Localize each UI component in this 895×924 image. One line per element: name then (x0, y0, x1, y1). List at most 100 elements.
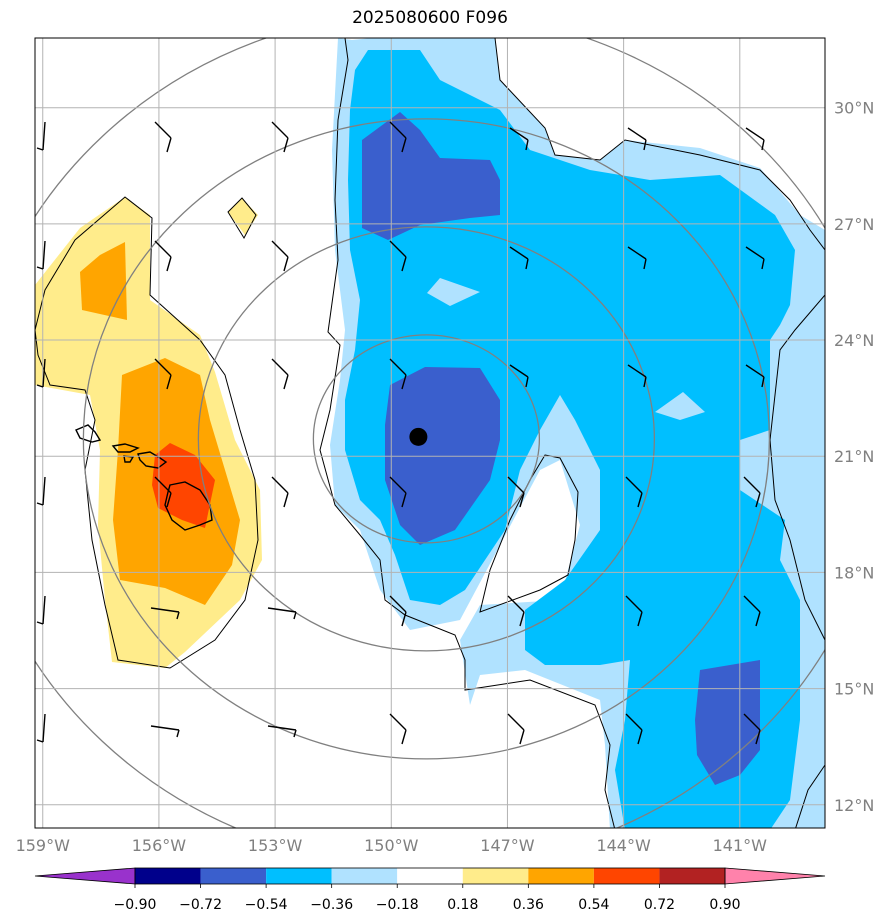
contour-fill-layer (35, 38, 825, 828)
map-title: 2025080600 F096 (352, 8, 508, 28)
wind-barb (36, 595, 46, 625)
island-oahu (111, 443, 140, 453)
outline-contour (479, 454, 579, 613)
wind-barb (154, 476, 172, 508)
outline-contour (35, 196, 259, 669)
latitude-tick-label: 27°N (834, 215, 874, 234)
range-ring (82, 118, 771, 760)
contour-region-light-blue-patch (427, 278, 480, 306)
wind-barb (267, 725, 297, 738)
colorbar-tick-label: −0.36 (310, 897, 353, 913)
wind-barb (389, 358, 407, 390)
wind-barb (745, 127, 765, 151)
colorbar-outline (134, 867, 726, 885)
latitude-tick-label: 24°N (834, 331, 874, 350)
outline-contour (227, 197, 257, 240)
colorbar-extend-min (34, 867, 136, 885)
wind-barb (627, 127, 647, 151)
wind-barb (36, 121, 46, 151)
island-big-island (164, 481, 213, 531)
wind-barb (271, 358, 289, 390)
colorbar-bin (200, 868, 267, 884)
colorbar-bin (331, 868, 398, 884)
longitude-tick-label: 159°W (16, 836, 71, 855)
wind-barb (389, 595, 407, 627)
longitude-tick-label: 147°W (480, 836, 535, 855)
wind-barb (509, 246, 529, 270)
colorbar-tick-label: 0.72 (644, 897, 675, 913)
colorbar: −0.90 −0.72 −0.54 −0.36 −0.18 0.18 0.36 0.54 0.7… (34, 867, 826, 913)
wind-barb (271, 121, 289, 153)
colorbar-tick-label: 0.18 (447, 897, 478, 913)
wind-barb (154, 358, 172, 390)
wind-barb (36, 713, 46, 743)
wind-barb (150, 725, 180, 738)
wind-barb (36, 358, 46, 388)
storm-center-marker (409, 427, 428, 446)
longitude-labels: 159°W 156°W 153°W 150°W 147°W 144°W 141°W (16, 836, 768, 855)
longitude-tick-label: 156°W (132, 836, 187, 855)
wind-barbs (36, 121, 765, 745)
contour-region-blue-south (695, 660, 760, 785)
colorbar-tick-label: −0.90 (114, 897, 157, 913)
wind-barb (507, 595, 525, 627)
wind-barb (389, 476, 407, 508)
contour-region-light-blue-patch (655, 392, 705, 420)
range-ring (197, 226, 656, 652)
latitude-labels: 12°N 15°N 18°N 21°N 24°N 27°N 30°N (834, 99, 874, 815)
wind-barb (36, 240, 46, 270)
latitude-tick-label: 12°N (834, 796, 874, 815)
colorbar-tick-label: 0.54 (578, 897, 609, 913)
wind-barb (271, 240, 289, 272)
island-kauai (75, 424, 102, 443)
wind-barb (507, 476, 525, 508)
colorbar-bin (135, 868, 201, 884)
wind-barb (745, 246, 765, 270)
colorbar-bin (528, 868, 594, 884)
contour-region-blue-north (362, 112, 500, 240)
longitude-tick-label: 144°W (596, 836, 651, 855)
wind-barb (625, 595, 643, 627)
colorbar-tick-label: −0.18 (376, 897, 419, 913)
colorbar-extend-max (724, 867, 826, 885)
outline-contour (795, 764, 825, 828)
colorbar-bin (266, 868, 332, 884)
wind-barb (267, 607, 297, 620)
colorbar-bin (462, 868, 529, 884)
colorbar-tick-label: −0.72 (179, 897, 222, 913)
wind-barb (743, 476, 761, 508)
hawaii-islands (75, 424, 213, 531)
range-ring (312, 334, 541, 544)
gridlines (35, 38, 825, 828)
latitude-tick-label: 30°N (834, 99, 874, 118)
wind-barb (743, 595, 761, 627)
wind-barb (627, 364, 647, 388)
wind-barb (36, 476, 46, 506)
longitude-tick-label: 153°W (248, 836, 303, 855)
contour-region-cyan (345, 50, 800, 828)
wind-barb (625, 713, 643, 745)
latitude-tick-label: 21°N (834, 447, 874, 466)
outline-contour (494, 38, 825, 251)
wind-barb (627, 246, 647, 270)
colorbar-bin (397, 868, 463, 884)
latitude-tick-label: 18°N (834, 563, 874, 582)
wind-barb (507, 713, 525, 745)
wind-barb (154, 240, 172, 272)
longitude-tick-label: 150°W (364, 836, 419, 855)
wind-barb (271, 476, 289, 508)
wind-barb (509, 364, 529, 388)
contour-region-yellow-small (228, 198, 258, 235)
colorbar-bin (593, 868, 660, 884)
colorbar-bin (659, 868, 725, 884)
colorbar-tick-label: −0.54 (245, 897, 288, 913)
range-rings (35, 38, 825, 828)
map-frame (34, 37, 826, 829)
latitude-tick-label: 15°N (834, 680, 874, 699)
wind-barb (150, 607, 180, 620)
wind-barb (743, 713, 761, 745)
wind-barb (625, 476, 643, 508)
wind-barb (389, 713, 407, 745)
wind-barb (154, 121, 172, 153)
